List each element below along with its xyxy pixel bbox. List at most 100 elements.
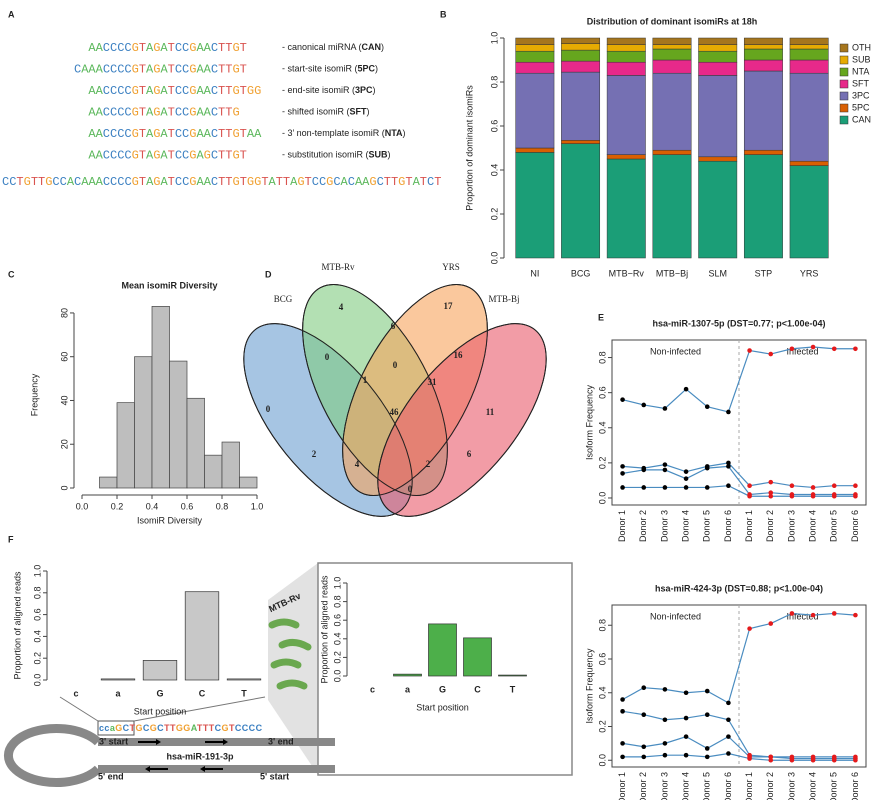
bar-segment xyxy=(789,48,829,61)
base: A xyxy=(204,175,212,189)
arrows xyxy=(138,741,223,770)
point xyxy=(641,685,647,690)
point xyxy=(789,493,795,499)
x-tick-label: STP xyxy=(755,268,773,278)
point xyxy=(662,406,668,411)
y-tick-label: 0 xyxy=(59,485,69,490)
base: T xyxy=(209,723,215,733)
base: G xyxy=(189,127,196,141)
x-tick-label: Donor 1 xyxy=(744,510,754,542)
base: T xyxy=(139,127,146,141)
histogram-bar xyxy=(169,360,188,489)
base: A xyxy=(146,63,154,77)
base: A xyxy=(362,175,370,189)
bar-segment xyxy=(743,149,783,155)
panel-letter: C xyxy=(8,269,15,279)
point xyxy=(683,469,689,474)
base: T xyxy=(130,723,136,733)
point xyxy=(620,697,625,702)
base: T xyxy=(240,175,247,189)
base: T xyxy=(139,84,146,98)
series-line xyxy=(622,612,856,704)
label-part: - canonical miRNA ( xyxy=(282,42,362,52)
bar-segment xyxy=(561,43,601,51)
x-axis-label: Start position xyxy=(416,702,469,712)
base: C xyxy=(312,175,319,189)
base: a xyxy=(110,723,116,733)
y-tick-label: 0.0 xyxy=(489,252,499,265)
point xyxy=(810,612,816,618)
venn-count: 46 xyxy=(390,407,400,417)
y-tick-label: 60 xyxy=(59,352,69,362)
bar-segment xyxy=(789,72,829,162)
x-tick-label: G xyxy=(156,688,163,698)
base: C xyxy=(74,175,81,189)
bar xyxy=(463,637,492,677)
bar-segment xyxy=(606,44,646,52)
base: T xyxy=(384,175,391,189)
base: G xyxy=(132,149,139,163)
bar xyxy=(498,674,527,677)
base: C xyxy=(175,149,182,163)
point xyxy=(853,757,858,763)
base: T xyxy=(434,175,441,189)
base: G xyxy=(297,175,304,189)
base: C xyxy=(249,723,256,733)
isomir-sequence: AACCCCGTAGATCCGAGCTTGT xyxy=(88,149,246,163)
base: C xyxy=(110,127,117,141)
base: T xyxy=(225,127,232,141)
base: T xyxy=(305,175,312,189)
bar-segment xyxy=(743,44,783,50)
bar-segment xyxy=(652,72,692,151)
group-label: Infected xyxy=(786,346,818,356)
start-box xyxy=(97,720,135,736)
legend-swatch xyxy=(839,79,849,89)
point xyxy=(683,715,689,721)
legend-swatch xyxy=(839,55,849,65)
y-tick-label: 0.0 xyxy=(597,754,607,767)
base: G xyxy=(132,106,139,120)
base: G xyxy=(153,127,160,141)
base: C xyxy=(124,127,131,141)
x-axis-label: IsomiR Diversity xyxy=(137,515,203,525)
base: C xyxy=(103,175,110,189)
base: G xyxy=(232,149,239,163)
point xyxy=(853,346,858,352)
zoom-line xyxy=(133,696,266,722)
point xyxy=(683,485,689,490)
bar-segment xyxy=(515,72,555,149)
base: T xyxy=(168,84,175,98)
base: T xyxy=(139,63,146,77)
base: T xyxy=(168,106,175,120)
x-tick-label: Donor 1 xyxy=(617,772,627,800)
base: C xyxy=(211,127,218,141)
base: c xyxy=(99,723,104,733)
base: C xyxy=(175,63,182,77)
x-tick-label: Donor 6 xyxy=(723,772,733,800)
base: C xyxy=(182,106,189,120)
series-line xyxy=(622,710,856,758)
point xyxy=(810,493,816,499)
base: A xyxy=(196,149,204,163)
point xyxy=(726,700,731,706)
base: A xyxy=(88,63,96,77)
base: A xyxy=(88,149,96,163)
x-tick-label: Donor 5 xyxy=(829,510,839,542)
group-label: Non-infected xyxy=(650,346,701,356)
base: C xyxy=(211,63,218,77)
point xyxy=(768,351,774,357)
legend-label: OTH xyxy=(852,42,871,52)
point xyxy=(768,479,774,485)
y-axis-label: Proportion of aligned reads xyxy=(319,575,329,684)
x-tick-label: Donor 1 xyxy=(744,772,754,800)
base: A xyxy=(96,84,104,98)
bar xyxy=(142,660,178,681)
base: T xyxy=(218,127,225,141)
base: T xyxy=(139,175,146,189)
base: C xyxy=(124,84,131,98)
base: C xyxy=(117,63,124,77)
base: T xyxy=(405,175,412,189)
bar-segment xyxy=(789,59,829,74)
base: C xyxy=(175,175,182,189)
